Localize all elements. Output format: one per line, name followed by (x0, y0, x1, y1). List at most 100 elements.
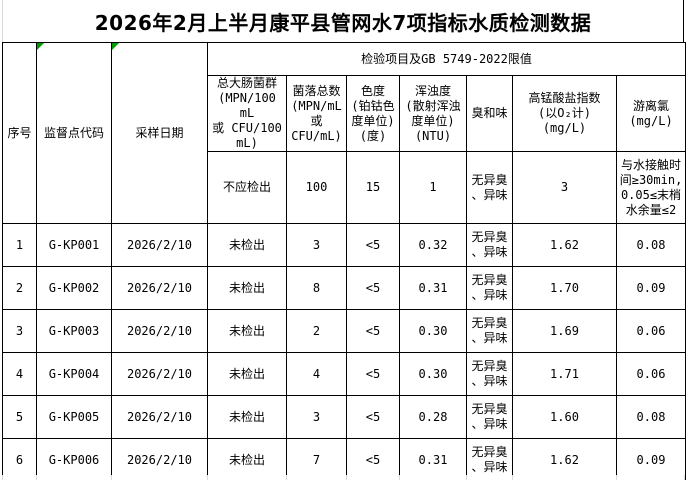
cell-turbidity[interactable]: 0.32 (399, 223, 467, 267)
header-group-row: 序号 监督点代码 采样日期 检验项目及GB 5749-2022限值 (2, 42, 686, 224)
table-row: 1 G-KP001 2026/2/10 未检出 3 <5 0.32 无异臭 、异… (2, 223, 686, 267)
water-quality-table: 序号 监督点代码 采样日期 检验项目及GB 5749-2022限值 总大肠菌群 … (2, 42, 686, 480)
cell-odor-taste[interactable]: 无异臭 、异味 (466, 309, 513, 353)
cell-site-code[interactable]: G-KP004 (36, 352, 112, 396)
cell-seq[interactable]: 4 (2, 352, 37, 396)
gridline-stub (207, 475, 208, 480)
page-title[interactable]: 2026年2月上半月康平县管网水7项指标水质检测数据 (2, 0, 684, 42)
cell-free-chlorine[interactable]: 0.09 (615, 266, 686, 310)
cell-free-chlorine[interactable]: 0.09 (615, 438, 686, 480)
cell-permanganate-index[interactable]: 1.62 (512, 223, 617, 267)
cell-sample-date[interactable]: 2026/2/10 (111, 438, 208, 480)
header-items-row: 总大肠菌群 (MPN/100 mL 或 CFU/100 mL) 菌落总数 (MP… (3, 75, 686, 152)
column-header-total-coliform[interactable]: 总大肠菌群 (MPN/100 mL 或 CFU/100 mL) (207, 75, 287, 152)
gridline-stub (399, 475, 400, 480)
cell-odor-taste[interactable]: 无异臭 、异味 (466, 352, 513, 396)
cell-chromaticity[interactable]: <5 (346, 438, 400, 480)
cell-sample-date[interactable]: 2026/2/10 (111, 395, 208, 439)
cell-free-chlorine[interactable]: 0.06 (615, 309, 686, 353)
cell-permanganate-index[interactable]: 1.62 (512, 438, 617, 480)
cell-permanganate-index[interactable]: 1.70 (512, 266, 617, 310)
cell-turbidity[interactable]: 0.28 (399, 395, 467, 439)
column-header-sample-date-label: 采样日期 (135, 125, 184, 140)
cell-sample-date[interactable]: 2026/2/10 (111, 266, 208, 310)
cell-site-code[interactable]: G-KP001 (36, 223, 112, 267)
limit-total-coliform[interactable]: 不应检出 (207, 151, 287, 224)
cell-seq[interactable]: 2 (2, 266, 37, 310)
cell-colony-count[interactable]: 3 (286, 395, 347, 439)
table-row: 3 G-KP003 2026/2/10 未检出 2 <5 0.30 无异臭 、异… (2, 309, 686, 353)
limit-colony-count[interactable]: 100 (286, 151, 347, 224)
cell-permanganate-index[interactable]: 1.69 (512, 309, 617, 353)
cell-site-code[interactable]: G-KP003 (36, 309, 112, 353)
cell-site-code[interactable]: G-KP005 (36, 395, 112, 439)
cell-total-coliform[interactable]: 未检出 (207, 438, 287, 480)
cell-permanganate-index[interactable]: 1.60 (512, 395, 617, 439)
cell-site-code[interactable]: G-KP006 (36, 438, 112, 480)
table-row: 6 G-KP006 2026/2/10 未检出 7 <5 0.31 无异臭 、异… (2, 438, 686, 480)
cell-total-coliform[interactable]: 未检出 (207, 309, 287, 353)
limit-permanganate-index[interactable]: 3 (512, 151, 617, 224)
cell-free-chlorine[interactable]: 0.06 (615, 352, 686, 396)
table-row: 5 G-KP005 2026/2/10 未检出 3 <5 0.28 无异臭 、异… (2, 395, 686, 439)
cell-free-chlorine[interactable]: 0.08 (615, 395, 686, 439)
column-header-colony-count[interactable]: 菌落总数 (MPN/mL 或 CFU/mL) (286, 75, 347, 152)
limit-turbidity[interactable]: 1 (399, 151, 467, 224)
column-header-chromaticity[interactable]: 色度 (铂钴色 度单位) (度) (346, 75, 400, 152)
limits-row: 不应检出 100 15 1 无异臭 、异味 3 与水接触时间≥30min,0.0… (3, 151, 686, 224)
cell-chromaticity[interactable]: <5 (346, 309, 400, 353)
column-header-permanganate-index[interactable]: 高锰酸盐指数 (以O₂计) (mg/L) (512, 75, 617, 152)
cell-turbidity[interactable]: 0.30 (399, 352, 467, 396)
cell-sample-date[interactable]: 2026/2/10 (111, 223, 208, 267)
column-header-site-code[interactable]: 监督点代码 (36, 42, 112, 224)
limit-free-chlorine[interactable]: 与水接触时间≥30min,0.05≤末梢水余量≤2 (615, 151, 686, 224)
cell-chromaticity[interactable]: <5 (346, 223, 400, 267)
gridline-stub (616, 475, 617, 480)
cell-chromaticity[interactable]: <5 (346, 352, 400, 396)
cell-seq[interactable]: 3 (2, 309, 37, 353)
cell-turbidity[interactable]: 0.31 (399, 438, 467, 480)
limit-chromaticity[interactable]: 15 (346, 151, 400, 224)
limit-odor-taste[interactable]: 无异臭 、异味 (466, 151, 513, 224)
cell-colony-count[interactable]: 8 (286, 266, 347, 310)
cell-permanganate-index[interactable]: 1.71 (512, 352, 617, 396)
column-header-seq[interactable]: 序号 (2, 42, 37, 224)
cell-colony-count[interactable]: 2 (286, 309, 347, 353)
cell-chromaticity[interactable]: <5 (346, 395, 400, 439)
gridline-stub (111, 475, 112, 480)
cell-site-code[interactable]: G-KP002 (36, 266, 112, 310)
cell-total-coliform[interactable]: 未检出 (207, 352, 287, 396)
cell-seq[interactable]: 1 (2, 223, 37, 267)
column-header-turbidity[interactable]: 浑浊度 (散射浑浊 度单位) (NTU) (399, 75, 467, 152)
cell-seq[interactable]: 5 (2, 395, 37, 439)
gridline-stub (466, 475, 467, 480)
cell-colony-count[interactable]: 4 (286, 352, 347, 396)
gridline-stub (36, 475, 37, 480)
cell-sample-date[interactable]: 2026/2/10 (111, 352, 208, 396)
cell-odor-taste[interactable]: 无异臭 、异味 (466, 395, 513, 439)
cell-free-chlorine[interactable]: 0.08 (615, 223, 686, 267)
table-row: 2 G-KP002 2026/2/10 未检出 8 <5 0.31 无异臭 、异… (2, 266, 686, 310)
cell-turbidity[interactable]: 0.31 (399, 266, 467, 310)
cell-total-coliform[interactable]: 未检出 (207, 395, 287, 439)
gridline-stub (684, 475, 685, 480)
group-header-test-items[interactable]: 检验项目及GB 5749-2022限值 (206, 42, 686, 76)
cell-seq[interactable]: 6 (2, 438, 37, 480)
cell-colony-count[interactable]: 7 (286, 438, 347, 480)
cell-odor-taste[interactable]: 无异臭 、异味 (466, 266, 513, 310)
cell-total-coliform[interactable]: 未检出 (207, 266, 287, 310)
cell-chromaticity[interactable]: <5 (346, 266, 400, 310)
cell-turbidity[interactable]: 0.30 (399, 309, 467, 353)
cell-colony-count[interactable]: 3 (286, 223, 347, 267)
cell-odor-taste[interactable]: 无异臭 、异味 (466, 223, 513, 267)
gridline-stub (346, 475, 347, 480)
cell-total-coliform[interactable]: 未检出 (207, 223, 287, 267)
column-header-free-chlorine[interactable]: 游离氯 (mg/L) (615, 75, 686, 152)
column-header-sample-date[interactable]: 采样日期 (111, 42, 208, 224)
sheet-gridline-stubs (0, 475, 686, 480)
cell-sample-date[interactable]: 2026/2/10 (111, 309, 208, 353)
column-header-odor-taste[interactable]: 臭和味 (466, 75, 513, 152)
cell-odor-taste[interactable]: 无异臭 、异味 (466, 438, 513, 480)
gridline-stub (286, 475, 287, 480)
